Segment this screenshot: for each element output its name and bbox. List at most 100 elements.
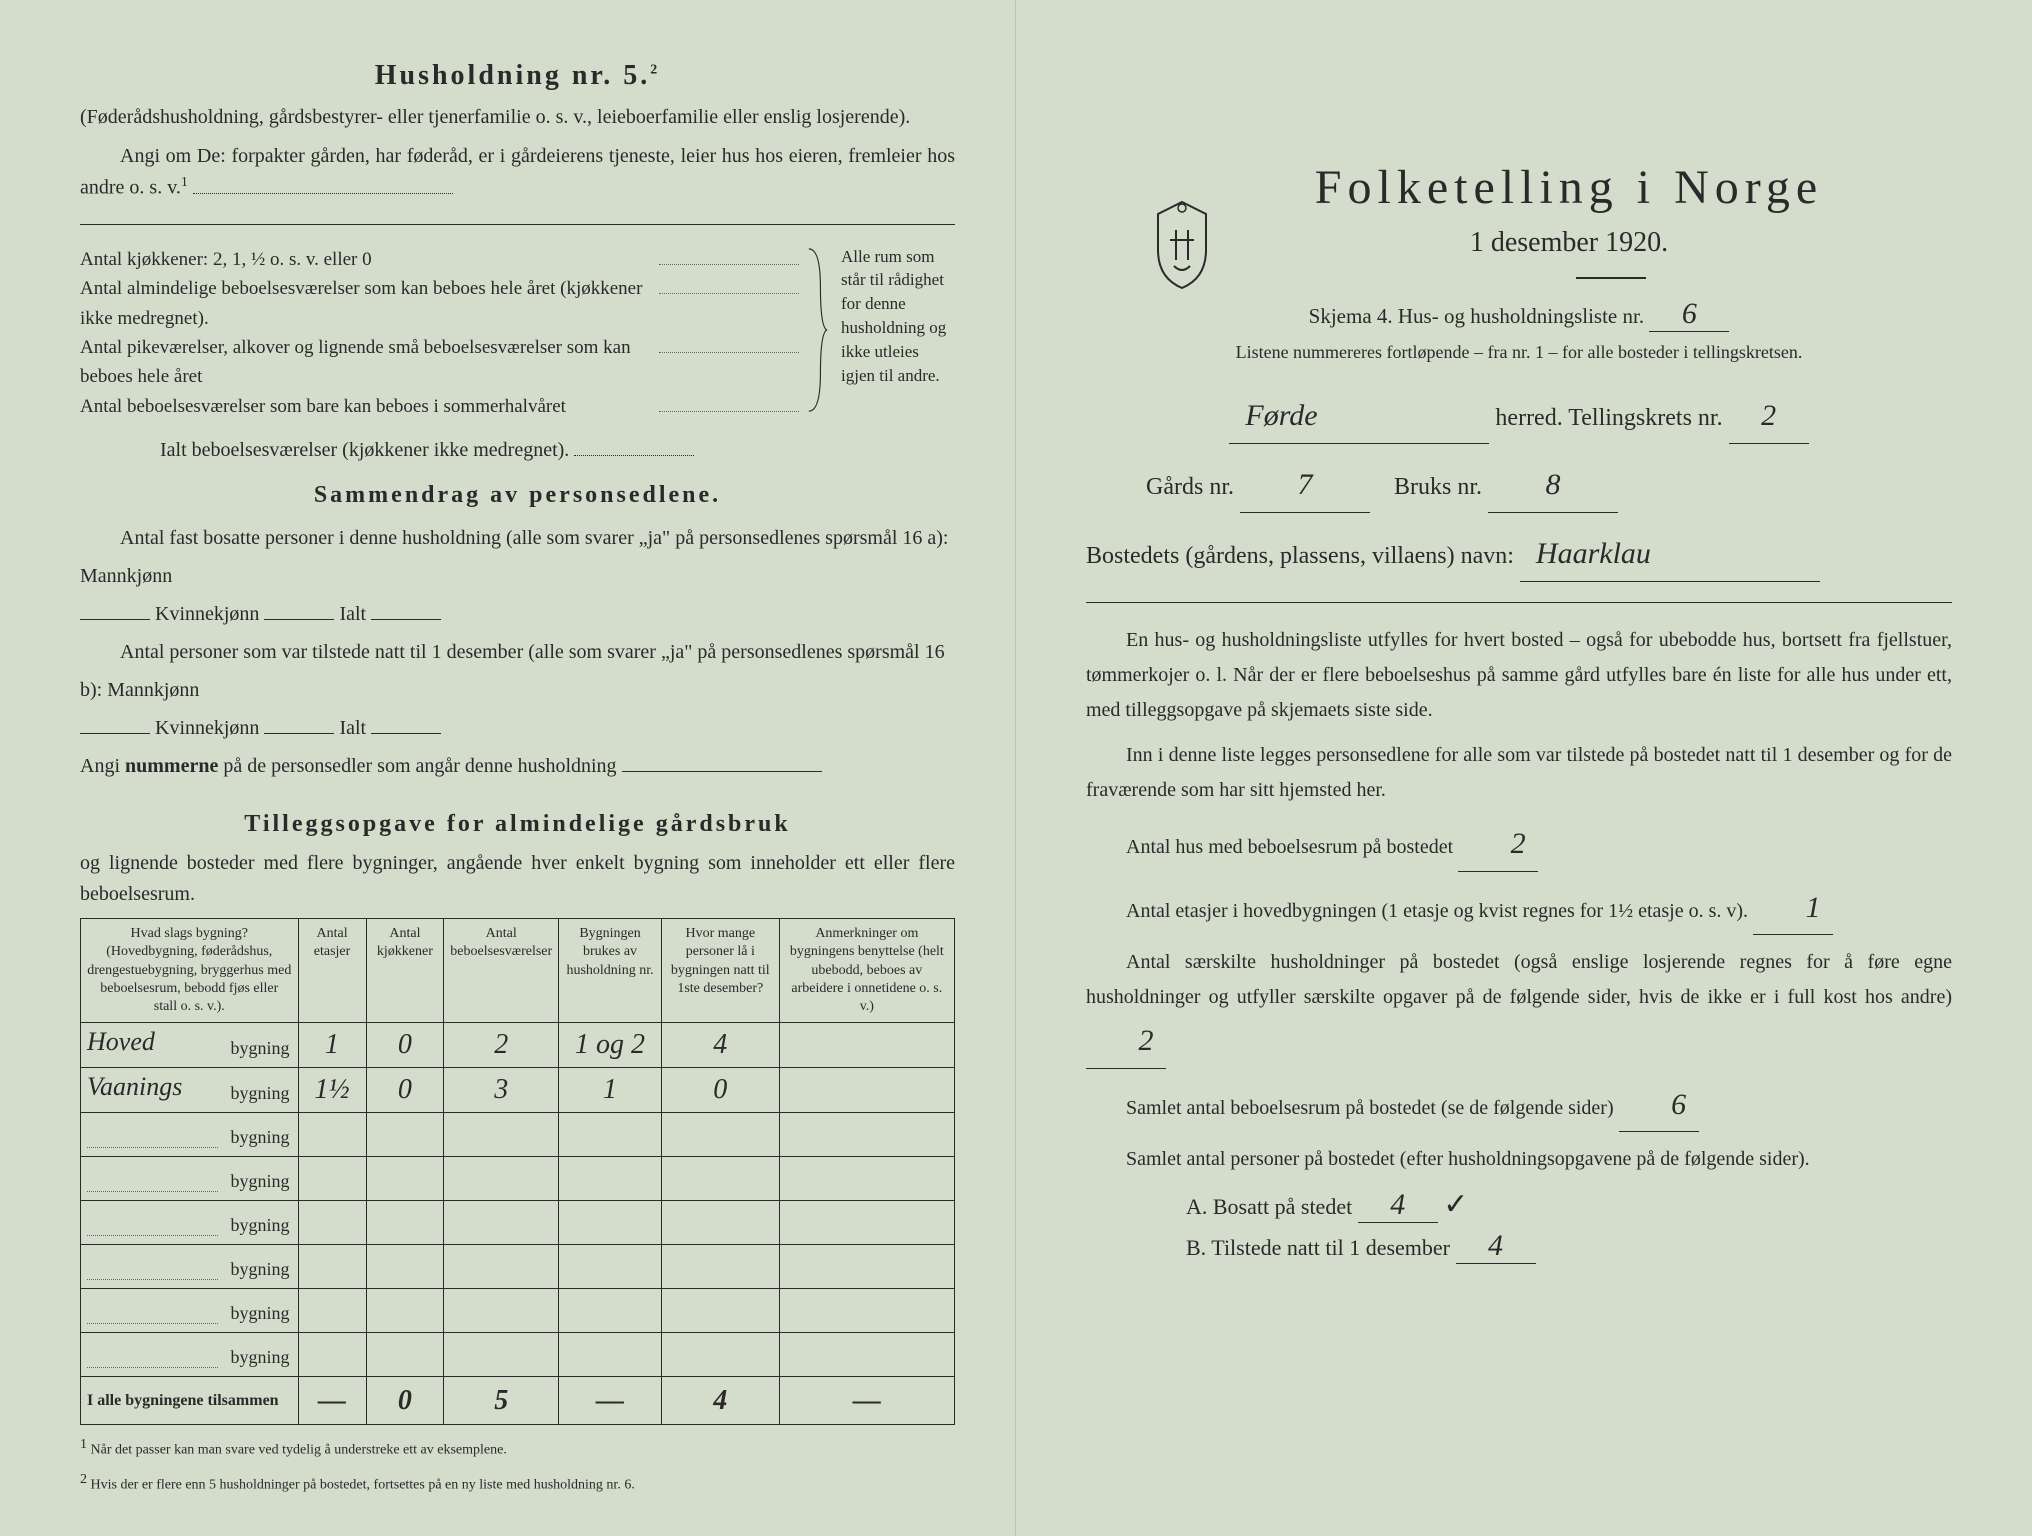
cell-be [444, 1333, 559, 1377]
antal-hus-line: Antal hus med beboelsesrum på bostedet 2 [1086, 818, 1952, 872]
cell-anm [779, 1157, 954, 1201]
cell-hush [559, 1201, 662, 1245]
gards-nr: 7 [1240, 458, 1370, 513]
cell-kj [366, 1289, 444, 1333]
cell-hush: 1 og 2 [559, 1023, 662, 1068]
s3a: Angi [80, 755, 125, 777]
total-be: 5 [444, 1377, 559, 1425]
cell-value: 1 [603, 1074, 617, 1105]
bname-cell: Hovedbygning [81, 1023, 299, 1068]
bosted-line: Bostedets (gårdens, plassens, villaens) … [1086, 527, 1952, 582]
th-5: Hvor mange personer lå i bygningen natt … [661, 919, 779, 1023]
cell-et [298, 1201, 366, 1245]
rooms-list: Antal kjøkkener: 2, 1, ½ o. s. v. eller … [80, 245, 805, 422]
cell-hush [559, 1333, 662, 1377]
table-total-row: I alle bygningene tilsammen — 0 5 — 4 — [81, 1377, 955, 1425]
total-hush-val: — [596, 1385, 624, 1416]
bname-suffix: bygning [231, 1083, 290, 1104]
skjema-label: Skjema 4. Hus- og husholdningsliste nr. [1309, 304, 1644, 328]
cell-value: 1½ [315, 1074, 350, 1105]
total-pers-val: 4 [713, 1385, 727, 1416]
tillegg-title: Tilleggsopgave for almindelige gårdsbruk [80, 811, 955, 838]
s2-kvin-label: Kvinnekjønn [155, 717, 259, 739]
desc2-sup: 1 [181, 175, 188, 190]
cell-kj [366, 1245, 444, 1289]
th-1: Antal etasjer [298, 919, 366, 1023]
desc1: (Føderådshusholdning, gårdsbestyrer- ell… [80, 102, 955, 133]
cell-pers: 4 [661, 1023, 779, 1068]
bname-suffix: bygning [231, 1171, 290, 1192]
left-page: Husholdning nr. 5.2 (Føderådshusholdning… [0, 0, 1016, 1536]
th-0: Hvad slags bygning? (Hovedbygning, føder… [81, 919, 299, 1023]
cell-anm [779, 1289, 954, 1333]
cell-be [444, 1157, 559, 1201]
main-title: Folketelling i Norge [1186, 160, 1952, 215]
cell-anm [779, 1023, 954, 1068]
brace-text: Alle rum som står til rådighet for denne… [835, 245, 955, 422]
bosted-label: Bostedets (gårdens, plassens, villaens) … [1086, 543, 1514, 569]
total-be-val: 5 [494, 1385, 508, 1416]
bname-line [87, 1235, 218, 1236]
bname-line [87, 1147, 218, 1148]
s2-mann [80, 733, 150, 734]
skjema-nr: 6 [1649, 297, 1729, 332]
cell-value: 1 og 2 [575, 1029, 645, 1060]
bname-handwritten: Vaanings [87, 1072, 182, 1102]
ialt-fill [574, 455, 694, 456]
cell-be [444, 1113, 559, 1157]
bosted-value: Haarklau [1520, 527, 1820, 582]
cell-be [444, 1201, 559, 1245]
total-label: I alle bygningene tilsammen [81, 1377, 299, 1425]
bname-cell: bygning [81, 1157, 299, 1201]
s2-ialt [371, 733, 441, 734]
kitchens-row: Antal kjøkkener: 2, 1, ½ o. s. v. eller … [80, 245, 805, 274]
s1-kvin-label: Kvinnekjønn [155, 603, 259, 625]
dots [659, 251, 799, 265]
s1-kvin [264, 619, 334, 620]
cell-pers [661, 1245, 779, 1289]
title-text: Husholdning nr. 5. [375, 60, 651, 91]
room-label-0: Antal almindelige beboelsesværelser som … [80, 274, 653, 333]
title-sup: 2 [650, 63, 660, 78]
s3b: nummerne [125, 755, 218, 777]
kitchens-label: Antal kjøkkener: 2, 1, ½ o. s. v. eller … [80, 245, 653, 274]
sammendrag-p3: Angi nummerne på de personsedler som ang… [80, 747, 955, 785]
table-row: bygning [81, 1245, 955, 1289]
total-kj-val: 0 [398, 1385, 412, 1416]
bname-line [87, 1323, 218, 1324]
cell-pers [661, 1289, 779, 1333]
s3c: på de personsedler som angår denne husho… [218, 755, 616, 777]
husholdning-title: Husholdning nr. 5.2 [80, 60, 955, 92]
skjema-line: Skjema 4. Hus- og husholdningsliste nr. … [1086, 297, 1952, 332]
cell-be: 3 [444, 1068, 559, 1113]
table-row: bygning [81, 1201, 955, 1245]
bname-cell: bygning [81, 1113, 299, 1157]
room-label-2: Antal beboelsesværelser som bare kan beb… [80, 392, 653, 421]
s3-fill [622, 771, 822, 772]
table-row: bygning [81, 1157, 955, 1201]
a-label: A. Bosatt på stedet [1186, 1194, 1352, 1219]
samlet-rum-line: Samlet antal beboelsesrum på bostedet (s… [1086, 1079, 1952, 1133]
brace-icon [805, 245, 835, 422]
samlet-rum-val: 6 [1619, 1079, 1699, 1133]
antal-hushold-val: 2 [1086, 1015, 1166, 1069]
ialt-row: Ialt beboelsesværelser (kjøkkener ikke m… [80, 439, 955, 462]
bname-cell: bygning [81, 1201, 299, 1245]
total-pers: 4 [661, 1377, 779, 1425]
cell-value: 0 [398, 1029, 412, 1060]
room-row-1: Antal pikeværelser, alkover og lignende … [80, 333, 805, 392]
fn1-text: Når det passer kan man svare ved tydelig… [91, 1443, 507, 1458]
cell-kj: 0 [366, 1068, 444, 1113]
cell-hush [559, 1289, 662, 1333]
sammendrag-title: Sammendrag av personsedlene. [80, 482, 955, 509]
cell-pers [661, 1113, 779, 1157]
cell-pers: 0 [661, 1068, 779, 1113]
cell-pers [661, 1333, 779, 1377]
desc2-fill [193, 193, 453, 194]
cell-value: 0 [398, 1074, 412, 1105]
footnote2: 2 Hvis der er flere enn 5 husholdninger … [80, 1470, 955, 1495]
cell-hush: 1 [559, 1068, 662, 1113]
bname-suffix: bygning [231, 1259, 290, 1280]
cell-anm [779, 1068, 954, 1113]
cell-value: 2 [494, 1029, 508, 1060]
